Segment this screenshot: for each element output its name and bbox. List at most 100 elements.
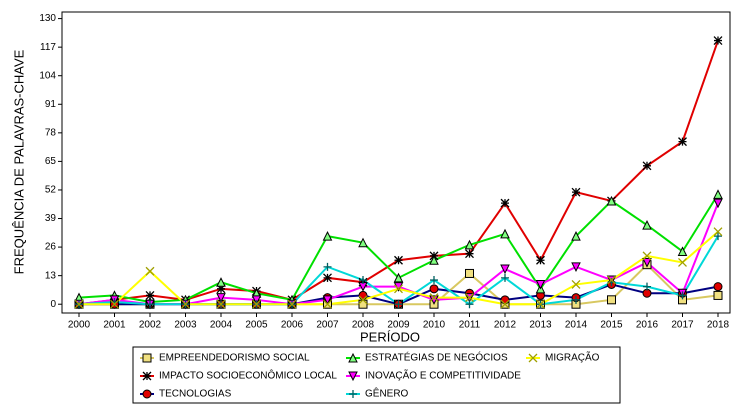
marker — [500, 198, 510, 208]
y-tick-label: 91 — [45, 99, 57, 110]
marker — [642, 251, 652, 261]
marker — [678, 137, 687, 147]
y-tick-label: 39 — [45, 213, 57, 224]
marker — [643, 282, 651, 291]
x-tick-label: 2000 — [68, 320, 91, 331]
marker — [429, 293, 439, 303]
y-tick-label: 104 — [39, 70, 56, 81]
y-tick-label: 130 — [39, 13, 56, 24]
legend-marker — [142, 353, 152, 363]
legend-marker — [349, 390, 357, 398]
marker — [713, 189, 723, 199]
marker — [572, 295, 580, 304]
y-tick-label: 0 — [50, 299, 56, 310]
x-tick-label: 2016 — [636, 320, 659, 331]
marker — [465, 300, 474, 309]
marker — [571, 279, 581, 289]
y-tick-label: 52 — [45, 185, 57, 196]
marker — [252, 299, 261, 309]
marker — [714, 232, 722, 241]
marker — [606, 195, 617, 206]
x-tick-label: 2011 — [459, 320, 481, 331]
marker — [323, 262, 332, 271]
legend-label: ESTRATÉGIAS DE NEGÓCIOS — [365, 351, 508, 364]
y-tick-label: 26 — [45, 242, 57, 253]
x-tick-label: 2013 — [529, 320, 552, 331]
marker — [393, 272, 404, 283]
marker — [465, 249, 474, 259]
marker — [500, 295, 510, 305]
marker — [358, 299, 368, 309]
legend-label: EMPREENDEDORISMO SOCIAL — [159, 353, 310, 364]
marker — [394, 300, 403, 309]
marker — [145, 266, 155, 276]
marker — [713, 198, 723, 209]
legend-label: GÊNERO — [365, 387, 409, 400]
marker — [216, 293, 226, 303]
legend-label: IMPACTO SOCIOECONÔMICO LOCAL — [159, 369, 337, 382]
marker — [216, 277, 226, 287]
marker — [607, 295, 616, 305]
marker — [713, 282, 723, 292]
marker — [323, 299, 332, 309]
marker — [394, 255, 403, 265]
marker — [607, 275, 616, 285]
marker — [678, 291, 687, 300]
legend-label: INOVAÇÃO E COMPETITIVIDADE — [365, 369, 521, 382]
x-axis-label: PERÍODO — [360, 329, 420, 344]
legend-box — [132, 346, 621, 404]
marker — [251, 295, 262, 305]
legend-marker — [142, 389, 152, 399]
marker — [146, 300, 154, 309]
legend-label: TECNOLOGIAS — [159, 389, 232, 400]
marker — [429, 255, 439, 265]
marker — [465, 293, 474, 303]
marker — [642, 257, 652, 268]
marker — [358, 295, 368, 305]
marker — [429, 284, 439, 294]
marker — [323, 273, 332, 283]
y-tick-label: 65 — [45, 156, 57, 167]
x-tick-label: 2002 — [139, 320, 162, 331]
legend-marker — [348, 352, 358, 363]
legend-marker — [528, 353, 538, 363]
marker — [464, 239, 475, 250]
marker — [500, 299, 510, 309]
x-tick-label: 2018 — [707, 320, 730, 331]
legend-marker — [348, 371, 358, 382]
marker — [535, 279, 546, 290]
x-tick-label: 2015 — [600, 320, 623, 331]
x-tick-label: 2005 — [245, 320, 268, 331]
marker — [713, 290, 723, 300]
marker — [465, 268, 474, 278]
y-tick-label: 117 — [40, 42, 56, 53]
marker — [678, 258, 687, 267]
marker — [394, 284, 403, 294]
x-tick-label: 2003 — [174, 320, 197, 331]
marker — [74, 299, 84, 309]
x-tick-label: 2010 — [423, 320, 446, 331]
y-tick-label: 13 — [45, 270, 57, 281]
marker — [713, 36, 723, 46]
marker — [642, 219, 652, 230]
marker — [713, 227, 723, 237]
x-tick-label: 2001 — [103, 320, 126, 331]
marker — [571, 187, 581, 197]
marker — [216, 299, 226, 309]
x-tick-label: 2012 — [494, 320, 517, 331]
marker — [145, 290, 155, 300]
marker — [358, 237, 368, 248]
x-tick-label: 2006 — [281, 320, 304, 331]
x-tick-label: 2017 — [671, 320, 694, 331]
x-tick-label: 2014 — [565, 320, 588, 331]
marker — [536, 255, 545, 265]
marker — [536, 299, 545, 309]
legend-label: MIGRAÇÃO — [545, 351, 600, 364]
marker — [677, 246, 688, 256]
marker — [642, 161, 652, 171]
legend-marker — [142, 371, 152, 381]
marker — [358, 290, 368, 300]
marker — [571, 262, 581, 272]
x-tick-label: 2009 — [387, 320, 410, 331]
